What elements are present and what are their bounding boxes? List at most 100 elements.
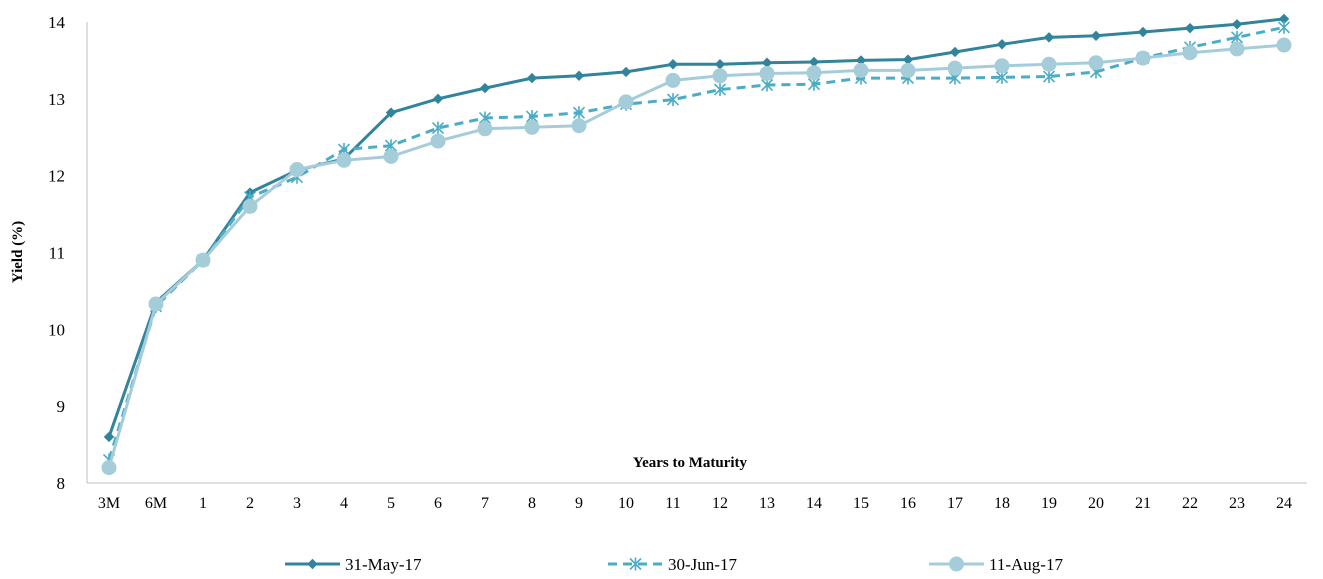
data-point [384, 149, 398, 163]
y-tick-label: 9 [57, 397, 66, 416]
data-point [1233, 20, 1242, 29]
data-point [1042, 57, 1056, 71]
data-point [102, 461, 116, 475]
data-point [716, 60, 725, 69]
legend-marker [950, 557, 964, 571]
series-line [109, 45, 1284, 468]
x-tick-label: 8 [528, 495, 536, 512]
data-point [481, 84, 490, 93]
data-point [810, 57, 819, 66]
series-line [109, 19, 1284, 437]
x-tick-label: 5 [387, 495, 395, 512]
x-tick-label: 12 [712, 495, 728, 512]
data-point [1186, 24, 1195, 33]
data-point [1277, 38, 1291, 52]
y-axis-title: Yield (%) [10, 221, 26, 283]
x-tick-label: 11 [665, 495, 680, 512]
data-point [431, 134, 445, 148]
data-point [525, 120, 539, 134]
x-tick-label: 20 [1088, 495, 1104, 512]
x-tick-label: 3M [98, 495, 120, 512]
data-point [1183, 46, 1197, 60]
data-point [622, 67, 631, 76]
data-point [904, 55, 913, 64]
data-point [669, 60, 678, 69]
data-point [666, 73, 680, 87]
data-point [951, 47, 960, 56]
data-point [854, 63, 868, 77]
x-tick-label: 24 [1276, 495, 1292, 512]
legend-label: 11-Aug-17 [989, 555, 1063, 574]
y-tick-labels: 8 9 10 11 12 13 14 [48, 13, 66, 493]
y-tick-label: 8 [57, 474, 66, 493]
data-point [575, 71, 584, 80]
legend-item: 11-Aug-17 [929, 555, 1063, 574]
x-tick-label: 9 [575, 495, 583, 512]
x-tick-label: 6 [434, 495, 442, 512]
x-tick-label: 14 [806, 495, 822, 512]
data-point [105, 432, 114, 441]
x-tick-label: 23 [1229, 495, 1245, 512]
x-tick-label: 19 [1041, 495, 1057, 512]
legend-label: 31-May-17 [345, 555, 422, 574]
x-tick-label: 10 [618, 495, 634, 512]
x-tick-label: 1 [199, 495, 207, 512]
data-point [1045, 33, 1054, 42]
x-tick-label: 2 [246, 495, 254, 512]
series-3 [102, 38, 1291, 475]
x-tick-label: 18 [994, 495, 1010, 512]
legend-item: 30-Jun-17 [608, 555, 737, 574]
y-tick-label: 13 [48, 90, 65, 109]
data-point [760, 66, 774, 80]
x-tick-labels: 3M 6M 1 2 3 4 5 6 7 8 9 10 11 12 13 14 15 16 17 18 19 20 21 22 2… [98, 495, 1292, 512]
data-point [901, 63, 915, 77]
x-tick-label: 15 [853, 495, 869, 512]
data-point [243, 199, 257, 213]
axes-layer [87, 22, 1307, 483]
legend-label: 30-Jun-17 [668, 555, 737, 574]
data-point [1230, 42, 1244, 56]
data-point [948, 61, 962, 75]
y-tick-label: 10 [48, 320, 65, 339]
data-point [434, 94, 443, 103]
x-tick-label: 4 [340, 495, 348, 512]
data-point [1279, 21, 1290, 34]
data-point [995, 59, 1009, 73]
data-point [290, 163, 304, 177]
data-point [1139, 27, 1148, 36]
x-tick-label: 16 [900, 495, 916, 512]
x-tick-label: 21 [1135, 495, 1151, 512]
data-point [619, 95, 633, 109]
x-tick-label: 3 [293, 495, 301, 512]
legend-item: 31-May-17 [285, 555, 422, 574]
data-point [713, 69, 727, 83]
data-point [1092, 31, 1101, 40]
data-point [196, 253, 210, 267]
x-tick-label: 22 [1182, 495, 1198, 512]
x-tick-label: 13 [759, 495, 775, 512]
legend: 31-May-17 30-Jun-17 11-Aug-17 [285, 555, 1063, 574]
legend-marker [308, 560, 317, 569]
data-point [478, 122, 492, 136]
y-tick-label: 14 [48, 13, 66, 32]
x-tick-label: 17 [947, 495, 963, 512]
data-point [807, 66, 821, 80]
x-tick-label: 7 [481, 495, 489, 512]
y-tick-label: 12 [48, 167, 65, 186]
series-layer [102, 14, 1291, 474]
data-point [763, 58, 772, 67]
data-point [528, 74, 537, 83]
data-point [1089, 56, 1103, 70]
y-tick-label: 11 [49, 244, 65, 263]
data-point [1136, 51, 1150, 65]
data-point [572, 119, 586, 133]
data-point [149, 297, 163, 311]
x-axis-title: Years to Maturity [633, 455, 748, 471]
series-2 [104, 21, 1290, 467]
data-point [337, 153, 351, 167]
x-tick-label: 6M [145, 495, 167, 512]
data-point [998, 40, 1007, 49]
series-line [109, 27, 1284, 460]
